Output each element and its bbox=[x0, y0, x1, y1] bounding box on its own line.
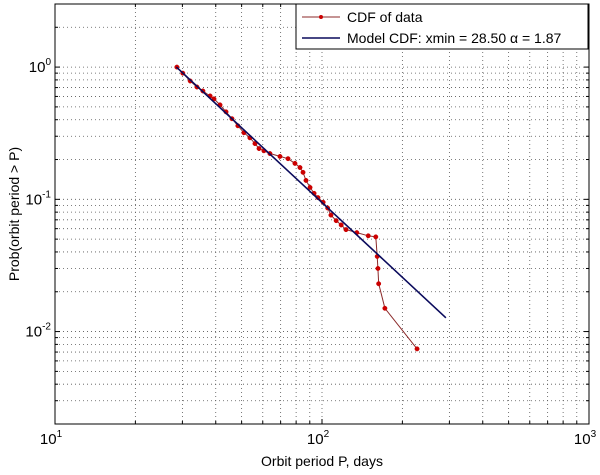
data-point-marker bbox=[303, 177, 309, 183]
data-point-marker bbox=[365, 233, 371, 239]
data-point-marker bbox=[414, 346, 420, 352]
legend: CDF of data Model CDF: xmin = 28.50 α = … bbox=[295, 3, 589, 50]
data-point-marker bbox=[376, 281, 382, 287]
y-tick-label: 10-1 bbox=[25, 189, 51, 208]
data-point-marker bbox=[256, 146, 262, 152]
y-tick-label: 100 bbox=[29, 57, 52, 76]
legend-item-data: CDF of data bbox=[302, 9, 423, 25]
data-point-marker bbox=[285, 156, 291, 162]
series-model-cdf-line bbox=[175, 66, 447, 319]
data-point-marker bbox=[297, 165, 303, 170]
data-point-marker bbox=[375, 266, 381, 271]
data-point-marker bbox=[292, 160, 298, 166]
data-point-marker bbox=[338, 222, 344, 228]
grid-lines bbox=[55, 4, 589, 424]
data-point-marker bbox=[328, 212, 334, 218]
data-point-marker bbox=[307, 184, 313, 190]
y-axis-label: Prob(orbit period > P) bbox=[6, 147, 22, 281]
data-series bbox=[174, 64, 447, 352]
data-point-marker bbox=[373, 234, 379, 240]
x-axis-label: Orbit period P, days bbox=[261, 453, 383, 469]
legend-item-model: Model CDF: xmin = 28.50 α = 1.87 bbox=[302, 30, 562, 46]
legend-data-marker-icon bbox=[319, 15, 323, 19]
data-point-marker bbox=[382, 305, 388, 311]
axes-background bbox=[55, 4, 589, 424]
x-tick-label: 103 bbox=[574, 429, 597, 448]
data-point-marker bbox=[252, 141, 258, 147]
x-tick-label: 101 bbox=[40, 429, 63, 448]
legend-label-model: Model CDF: xmin = 28.50 α = 1.87 bbox=[347, 30, 562, 46]
series-cdf-data-line bbox=[176, 66, 418, 350]
plot-area bbox=[54, 3, 590, 425]
data-point-marker bbox=[300, 169, 306, 175]
legend-label-data: CDF of data bbox=[347, 9, 423, 25]
y-tick-label: 10-2 bbox=[25, 322, 51, 341]
data-point-marker bbox=[333, 218, 339, 224]
data-point-marker bbox=[343, 227, 349, 233]
tick-labels: 101 102 103 100 10-1 10-2 bbox=[25, 57, 596, 448]
x-tick-label: 102 bbox=[307, 429, 330, 448]
data-point-marker bbox=[277, 153, 283, 159]
legend-box bbox=[295, 3, 589, 50]
